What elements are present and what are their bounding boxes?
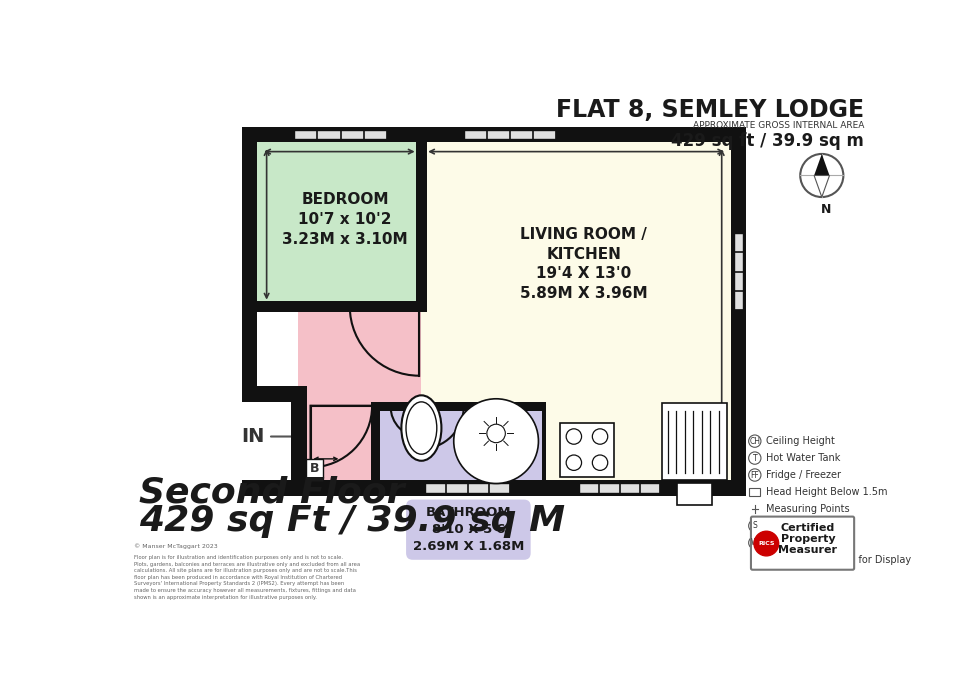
Bar: [487, 407, 517, 424]
Text: BATHROOM
8'10 X 5'6
2.69M X 1.68M: BATHROOM 8'10 X 5'6 2.69M X 1.68M: [413, 506, 524, 553]
FancyBboxPatch shape: [751, 517, 855, 570]
Ellipse shape: [403, 416, 432, 440]
Bar: [421, 141, 732, 482]
Text: Second Floor: Second Floor: [139, 476, 405, 510]
Bar: [291, 386, 307, 496]
Text: Fridge / Freezer: Fridge / Freezer: [765, 470, 841, 480]
Bar: [677, 484, 711, 505]
Text: N: N: [820, 203, 831, 216]
Text: T: T: [753, 453, 758, 462]
Text: FLAT 8, SEMLEY LODGE: FLAT 8, SEMLEY LODGE: [556, 99, 864, 123]
Bar: [416, 127, 427, 307]
Bar: [734, 233, 743, 310]
Text: Head Height Below 1.5m: Head Height Below 1.5m: [765, 487, 887, 497]
Text: 429 sq ft / 39.9 sq m: 429 sq ft / 39.9 sq m: [671, 132, 864, 150]
Text: Measurer: Measurer: [778, 545, 838, 555]
Bar: [298, 307, 421, 482]
Bar: [242, 127, 747, 143]
Bar: [750, 488, 760, 496]
Ellipse shape: [402, 395, 441, 461]
Bar: [560, 423, 613, 477]
Text: Fitted Wardrobes: Fitted Wardrobes: [765, 538, 849, 548]
Bar: [242, 386, 307, 402]
Bar: [375, 402, 546, 411]
Text: LIVING ROOM /
KITCHEN
19'4 X 13'0
5.89M X 3.96M: LIVING ROOM / KITCHEN 19'4 X 13'0 5.89M …: [520, 227, 648, 301]
Bar: [242, 127, 258, 386]
Bar: [375, 407, 380, 482]
Text: W: W: [751, 539, 759, 547]
Text: CH: CH: [750, 437, 760, 446]
Bar: [542, 407, 546, 482]
Text: IN: IN: [241, 427, 265, 446]
Bar: [242, 480, 747, 496]
Bar: [425, 484, 510, 493]
Text: Floor plan is for illustration and identification purposes only and is not to sc: Floor plan is for illustration and ident…: [134, 555, 361, 600]
Bar: [258, 301, 427, 311]
Circle shape: [454, 399, 538, 484]
Bar: [464, 130, 557, 139]
Bar: [294, 130, 387, 139]
Text: 429 sq Ft / 39.9 sq M: 429 sq Ft / 39.9 sq M: [139, 504, 564, 539]
Text: Storage Cupboard: Storage Cupboard: [765, 521, 855, 531]
Text: Ceiling Height: Ceiling Height: [765, 436, 834, 446]
Circle shape: [754, 531, 779, 556]
Polygon shape: [814, 176, 829, 197]
Text: Hot Water Tank: Hot Water Tank: [765, 453, 840, 463]
Text: FF: FF: [751, 471, 760, 480]
Text: Garden Shortened for Display: Garden Shortened for Display: [765, 555, 910, 565]
Bar: [256, 141, 421, 307]
Text: Property: Property: [781, 534, 835, 544]
Text: S: S: [753, 521, 758, 530]
Bar: [375, 407, 546, 482]
Text: RICS: RICS: [759, 541, 774, 546]
Text: BEDROOM
10'7 x 10'2
3.23M x 3.10M: BEDROOM 10'7 x 10'2 3.23M x 3.10M: [282, 192, 408, 247]
Ellipse shape: [486, 421, 518, 466]
Bar: [731, 127, 747, 496]
Text: © Manser McTaggart 2023: © Manser McTaggart 2023: [134, 543, 218, 549]
Bar: [662, 403, 727, 480]
Bar: [579, 484, 661, 493]
Bar: [370, 402, 375, 496]
Polygon shape: [814, 154, 829, 176]
Text: Certified: Certified: [781, 523, 835, 533]
Text: B: B: [310, 462, 319, 475]
Text: APPROXIMATE GROSS INTERNAL AREA: APPROXIMATE GROSS INTERNAL AREA: [693, 121, 864, 130]
Text: Measuring Points: Measuring Points: [765, 504, 850, 514]
